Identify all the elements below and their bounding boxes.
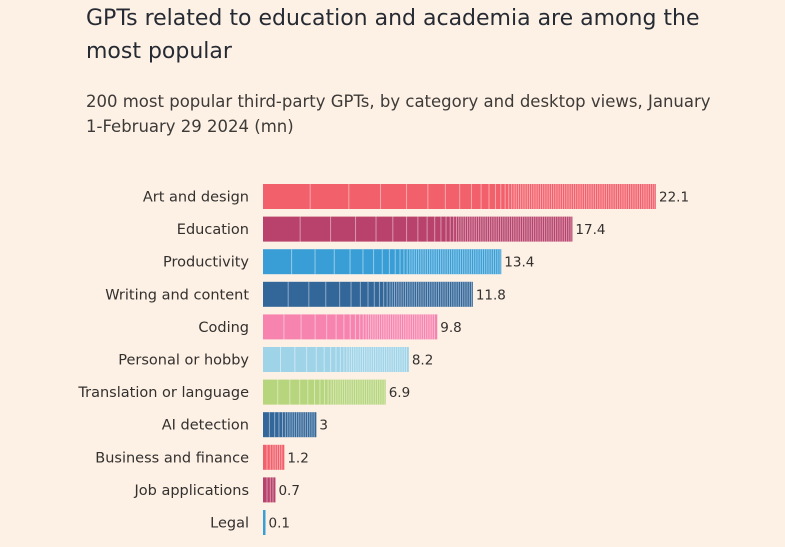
chart-title: GPTs related to education and academia a… xyxy=(86,6,700,64)
category-label-translation-or-language: Translation or language xyxy=(77,385,249,401)
bar-fill-art-and-design xyxy=(263,184,656,209)
bar-segments-translation-or-language xyxy=(277,379,385,405)
value-label-education: 17.4 xyxy=(575,222,605,238)
bar-productivity xyxy=(263,249,502,275)
category-label-productivity: Productivity xyxy=(163,255,249,271)
bar-job-applications xyxy=(263,477,276,503)
bar-segments-productivity xyxy=(291,249,501,275)
bar-personal-or-hobby xyxy=(263,347,409,372)
category-label-ai-detection: AI detection xyxy=(162,418,249,434)
bar-art-and-design xyxy=(263,184,656,209)
bar-fill-ai-detection xyxy=(263,412,317,438)
bar-legal xyxy=(263,510,266,535)
bar-fill-personal-or-hobby xyxy=(263,347,409,372)
bar-fill-business-and-finance xyxy=(263,444,285,470)
bar-segments-art-and-design xyxy=(309,184,656,209)
value-label-job-applications: 0.7 xyxy=(278,483,299,499)
value-label-business-and-finance: 1.2 xyxy=(287,450,308,466)
category-label-writing-and-content: Writing and content xyxy=(105,287,249,303)
bar-segments-personal-or-hobby xyxy=(279,347,407,372)
bar-business-and-finance xyxy=(263,444,285,470)
bar-fill-productivity xyxy=(263,249,502,275)
value-label-art-and-design: 22.1 xyxy=(659,190,689,206)
bar-translation-or-language xyxy=(263,379,386,405)
bar-segments-coding xyxy=(283,314,435,340)
bar-segments-education xyxy=(299,216,572,242)
bar-coding xyxy=(263,314,438,340)
category-label-personal-or-hobby: Personal or hobby xyxy=(118,353,249,369)
value-label-translation-or-language: 6.9 xyxy=(389,385,410,401)
bar-segments-job-applications xyxy=(266,477,274,503)
bar-segments-ai-detection xyxy=(268,412,315,438)
bar-education xyxy=(263,216,573,242)
category-label-business-and-finance: Business and finance xyxy=(95,450,249,466)
bar-ai-detection xyxy=(263,412,317,438)
value-label-coding: 9.8 xyxy=(440,320,461,336)
value-label-writing-and-content: 11.8 xyxy=(476,287,506,303)
category-label-job-applications: Job applications xyxy=(134,483,250,499)
category-label-coding: Coding xyxy=(198,320,249,336)
bar-segments-business-and-finance xyxy=(266,444,283,470)
value-label-personal-or-hobby: 8.2 xyxy=(412,353,433,369)
category-label-legal: Legal xyxy=(210,516,249,532)
bar-fill-education xyxy=(263,216,573,242)
chart-subtitle: 200 most popular third-party GPTs, by ca… xyxy=(86,92,711,136)
bar-fill-coding xyxy=(263,314,438,340)
bar-writing-and-content xyxy=(263,281,473,307)
value-label-ai-detection: 3 xyxy=(319,418,328,434)
value-label-productivity: 13.4 xyxy=(504,255,534,271)
category-label-art-and-design: Art and design xyxy=(143,190,249,206)
bar-fill-legal xyxy=(263,510,266,535)
value-label-legal: 0.1 xyxy=(269,516,290,532)
bar-fill-writing-and-content xyxy=(263,281,473,307)
bar-segments-writing-and-content xyxy=(287,281,472,307)
bar-fill-job-applications xyxy=(263,477,276,503)
bar-fill-translation-or-language xyxy=(263,379,386,405)
category-label-education: Education xyxy=(177,222,249,238)
